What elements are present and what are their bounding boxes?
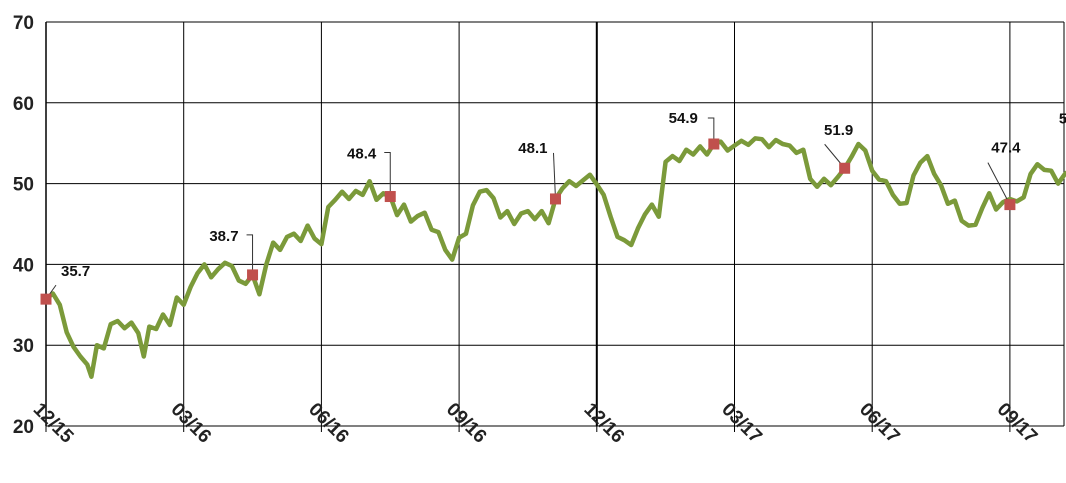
leader-line [987,162,1011,205]
y-tick-label: 20 [13,417,34,438]
data-label: 57.2 [1059,110,1066,127]
y-tick-label: 50 [13,175,34,196]
series-line [43,136,1066,379]
leader-line [246,234,254,275]
data-label: 35.7 [61,263,90,280]
y-tick-label: 40 [13,255,34,276]
data-label-group: 35.7 38.7 48.4 48.1 54.9 51.9 47.4 57.2 [40,110,1066,305]
data-label: 48.4 [347,146,377,163]
x-tick-label: 06/16 [304,399,352,447]
x-tick-label: 03/17 [717,399,765,447]
data-point-marker [839,162,851,174]
data-label: 48.1 [518,140,547,157]
x-tick-label: 06/17 [855,399,903,447]
data-label: 38.7 [209,228,238,245]
data-point-marker [549,193,561,205]
data-point-marker [708,138,720,150]
axes [45,22,1065,432]
data-label: 54.9 [669,110,698,127]
data-point-marker [384,191,396,203]
leader-line [707,117,715,145]
data-label: 47.4 [991,140,1021,157]
data-point-marker [247,269,259,281]
x-tick-label: 12/15 [29,399,78,448]
series-line-group [43,136,1066,379]
y-tick-label: 70 [13,13,34,34]
x-tick-label: 03/16 [167,399,215,447]
y-tick-label: 60 [13,94,34,115]
leader-line [384,152,391,197]
y-axis-tick-labels: 20 30 40 50 60 70 [13,13,34,438]
grid-lines [46,21,1064,427]
data-point-marker [1004,199,1016,211]
data-point-marker [40,293,52,305]
x-tick-label: 09/17 [993,399,1041,447]
x-tick-label: 12/16 [580,399,628,447]
y-tick-label: 30 [13,336,34,357]
leader-line [552,152,556,199]
x-tick-label: 09/16 [442,399,490,447]
data-label: 51.9 [824,122,853,139]
x-axis-tick-labels: 12/15 03/16 06/16 09/16 12/16 03/17 06/17 09/17 [29,399,1041,448]
